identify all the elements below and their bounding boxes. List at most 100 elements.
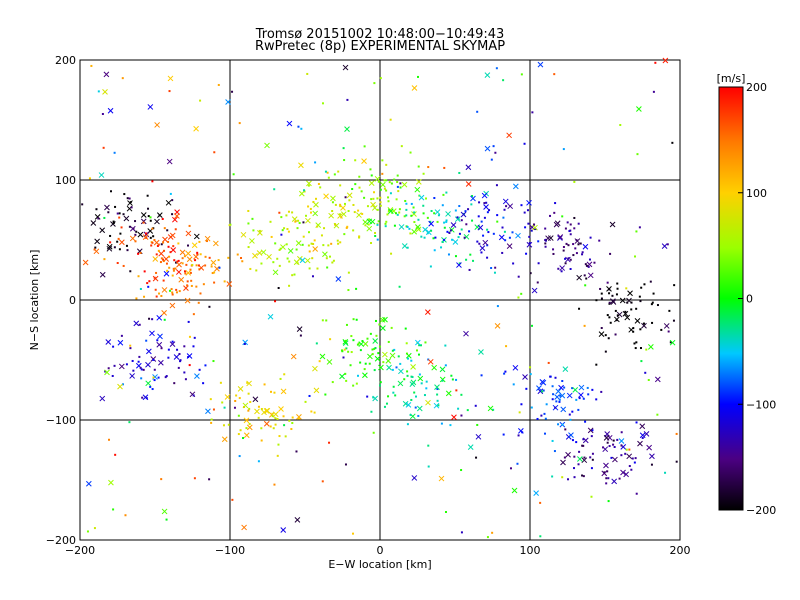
data-point-x xyxy=(452,239,459,245)
data-point xyxy=(162,258,165,261)
data-point xyxy=(130,206,133,209)
data-point-x xyxy=(623,471,629,478)
data-point xyxy=(314,161,317,164)
data-point xyxy=(271,415,274,418)
data-point-x xyxy=(507,203,514,210)
data-point xyxy=(619,124,622,127)
data-point xyxy=(199,253,202,256)
data-point xyxy=(518,411,521,414)
data-point-x xyxy=(609,221,616,228)
data-point xyxy=(517,275,520,278)
data-point xyxy=(399,362,402,365)
data-point xyxy=(184,272,187,275)
data-point xyxy=(233,406,236,409)
data-point xyxy=(397,355,400,358)
data-point xyxy=(329,338,332,341)
data-point-x xyxy=(601,470,608,477)
data-point xyxy=(232,173,235,176)
data-point-x xyxy=(553,221,560,228)
data-point xyxy=(173,259,176,262)
data-point xyxy=(392,385,395,388)
data-point-x xyxy=(185,269,192,276)
data-point xyxy=(112,221,115,224)
data-point-x xyxy=(264,142,270,149)
data-point xyxy=(166,269,169,272)
data-point xyxy=(573,227,576,230)
data-point xyxy=(101,112,104,115)
data-point xyxy=(175,261,178,264)
data-point-x xyxy=(424,309,431,316)
data-point xyxy=(616,287,619,290)
data-point xyxy=(635,230,638,233)
data-point xyxy=(128,225,131,228)
data-point xyxy=(149,219,152,222)
data-point-x xyxy=(153,239,160,246)
data-point xyxy=(187,244,190,247)
data-point xyxy=(656,304,659,307)
data-point xyxy=(190,279,193,282)
data-point xyxy=(363,196,366,199)
data-point xyxy=(148,317,151,320)
data-point xyxy=(492,145,495,148)
data-point xyxy=(192,345,195,348)
data-point xyxy=(520,204,523,207)
data-point xyxy=(571,410,574,413)
data-point-x xyxy=(559,265,566,271)
data-point-x xyxy=(225,99,231,105)
data-point-x xyxy=(598,331,605,338)
data-point xyxy=(549,375,552,378)
data-point xyxy=(608,288,611,291)
data-point xyxy=(446,230,449,233)
data-point-x xyxy=(643,431,650,437)
data-point xyxy=(310,242,313,245)
data-point xyxy=(125,244,128,247)
data-point xyxy=(608,292,611,295)
data-point xyxy=(125,363,128,366)
data-point xyxy=(486,256,489,259)
data-point-x xyxy=(254,408,260,415)
data-point xyxy=(168,255,171,258)
data-point-x xyxy=(445,211,451,217)
data-point xyxy=(341,350,344,353)
data-point xyxy=(117,237,120,240)
data-point xyxy=(149,385,152,388)
data-point xyxy=(248,422,251,425)
data-point xyxy=(274,300,277,303)
data-point-x xyxy=(242,402,249,409)
data-point-x xyxy=(470,195,476,202)
data-point xyxy=(641,436,644,439)
data-point xyxy=(609,252,612,255)
data-point xyxy=(172,269,175,272)
data-point xyxy=(602,446,605,449)
data-point xyxy=(545,403,548,406)
data-point xyxy=(366,337,369,340)
data-point xyxy=(343,233,346,236)
data-point xyxy=(389,192,392,195)
data-point xyxy=(584,420,587,423)
data-point xyxy=(276,417,279,420)
data-point xyxy=(308,394,311,397)
data-point xyxy=(398,285,401,288)
data-point xyxy=(297,417,300,420)
data-point xyxy=(279,377,282,380)
data-point-x xyxy=(518,428,524,434)
data-point xyxy=(163,318,166,321)
data-point xyxy=(288,284,291,287)
data-point xyxy=(416,349,419,352)
data-point-x xyxy=(356,212,362,218)
data-point xyxy=(616,282,619,285)
data-point xyxy=(391,349,394,352)
data-point xyxy=(457,407,460,410)
data-point xyxy=(406,374,409,377)
data-point xyxy=(283,373,286,376)
data-point xyxy=(288,419,291,422)
data-point xyxy=(403,378,406,381)
data-point xyxy=(578,450,581,453)
data-point xyxy=(163,249,166,252)
data-point xyxy=(483,202,486,205)
data-point xyxy=(295,450,298,453)
data-point xyxy=(456,216,459,219)
data-point xyxy=(219,381,222,384)
data-point xyxy=(223,280,226,283)
data-point-x xyxy=(662,57,669,64)
